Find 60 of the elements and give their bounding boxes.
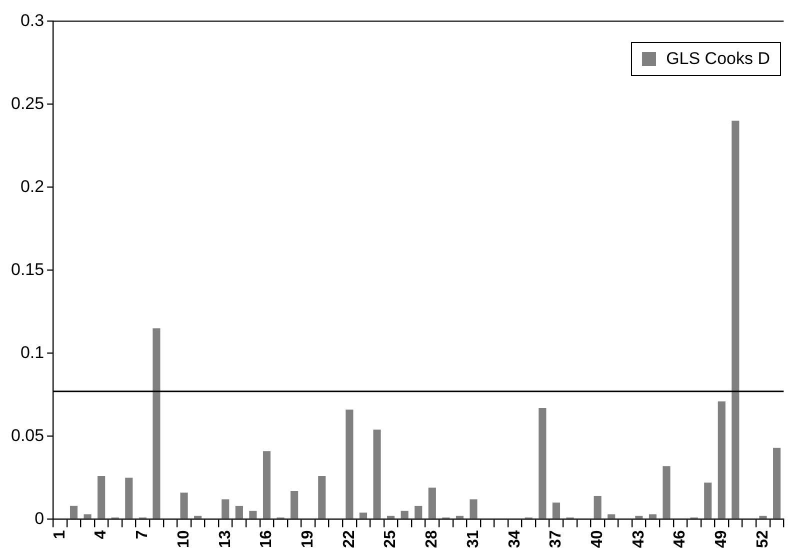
legend-label: GLS Cooks D <box>666 49 770 69</box>
bar <box>70 506 78 519</box>
bar <box>773 448 781 519</box>
x-tick-label: 40 <box>589 530 606 548</box>
bar <box>249 510 257 519</box>
x-tick-label: 28 <box>424 530 441 548</box>
bar <box>759 516 767 519</box>
x-tick-label: 4 <box>92 530 110 540</box>
x-tick-label: 25 <box>382 530 400 548</box>
bar <box>290 490 298 519</box>
bar <box>152 328 160 519</box>
bar <box>732 120 740 519</box>
bar <box>125 478 133 519</box>
bar <box>662 466 670 519</box>
y-tick-label: 0.3 <box>20 10 44 30</box>
x-tick-label: 49 <box>713 530 730 548</box>
x-tick-label: 19 <box>300 530 317 548</box>
bar <box>648 514 657 519</box>
bar <box>456 516 464 519</box>
x-tick-label: 46 <box>672 530 689 548</box>
bar <box>414 506 422 519</box>
y-tick-label: 0 <box>34 508 44 528</box>
x-tick-label: 7 <box>134 530 152 540</box>
x-tick-label: 52 <box>754 530 772 548</box>
bar <box>704 482 712 519</box>
x-tick-label: 22 <box>340 530 358 548</box>
bar <box>318 476 326 519</box>
bar <box>552 502 560 519</box>
x-tick-label: 37 <box>548 530 565 548</box>
bar <box>235 506 243 519</box>
x-tick-label: 16 <box>258 530 276 548</box>
y-tick-label: 0.2 <box>20 176 44 196</box>
x-tick-label: 34 <box>506 530 524 548</box>
bar <box>594 496 602 519</box>
y-tick-label: 0.1 <box>20 342 44 362</box>
bar <box>373 430 381 519</box>
x-tick-label: 43 <box>630 530 648 548</box>
bar <box>346 410 354 519</box>
x-tick-label: 13 <box>216 530 234 548</box>
y-tick-label: 0.25 <box>10 94 44 113</box>
bar <box>98 476 106 519</box>
bar <box>608 514 616 519</box>
y-tick-label: 0.05 <box>10 426 44 445</box>
bar <box>194 516 202 519</box>
bar <box>470 499 478 519</box>
bar <box>222 499 230 519</box>
y-tick-label: 0.15 <box>10 260 44 279</box>
bar <box>718 401 726 519</box>
bar <box>262 451 271 519</box>
bar <box>84 514 92 519</box>
x-tick-label: 31 <box>464 530 482 548</box>
x-tick-label: 10 <box>175 530 192 548</box>
bar <box>180 492 188 519</box>
bar <box>538 408 546 519</box>
bar <box>635 516 643 519</box>
bar <box>359 512 368 519</box>
bar <box>387 516 395 519</box>
bar <box>428 488 436 519</box>
bar <box>400 510 408 519</box>
x-tick-label: 1 <box>51 530 68 540</box>
